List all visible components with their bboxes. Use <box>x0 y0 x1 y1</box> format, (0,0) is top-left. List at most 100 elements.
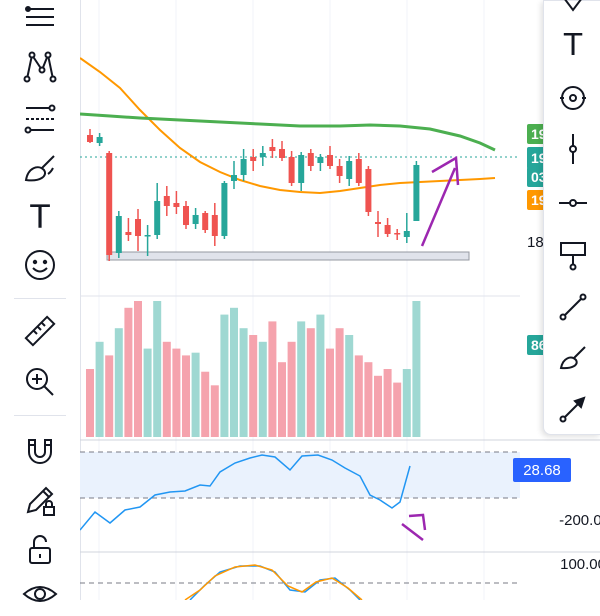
candle-body <box>413 165 420 221</box>
candle-body <box>192 215 199 224</box>
left-toolbar: T <box>0 0 81 602</box>
volume-bar <box>220 314 229 437</box>
text-icon[interactable]: T <box>550 23 596 67</box>
candle-body <box>355 159 362 183</box>
volume-bar <box>143 348 152 437</box>
volume-bar <box>124 307 133 437</box>
arrow-icon[interactable] <box>550 387 596 431</box>
candle-body <box>403 231 410 237</box>
volume-bar <box>114 328 123 437</box>
volume-bar <box>374 375 382 437</box>
support-zone-rect <box>106 251 470 261</box>
volume-bar <box>335 328 344 437</box>
brush-icon[interactable] <box>550 335 596 379</box>
horizontal-ray-icon[interactable] <box>550 181 596 225</box>
candle-body <box>365 169 372 212</box>
volume-bar <box>354 355 363 437</box>
volume-bar <box>172 348 181 437</box>
candle-body <box>336 166 343 176</box>
volume-bar <box>316 314 325 437</box>
volume-bar <box>306 328 315 437</box>
candle-body <box>317 157 324 163</box>
volume-bar <box>258 341 267 437</box>
signpost-icon[interactable] <box>550 233 596 277</box>
unlock-icon[interactable] <box>14 527 66 571</box>
anchored-note-icon[interactable] <box>550 76 596 120</box>
volume-bar <box>287 341 296 437</box>
candle-body <box>346 161 353 179</box>
candle-body <box>384 225 391 234</box>
candle-body <box>154 201 161 235</box>
brush-icon[interactable] <box>14 146 66 190</box>
arrow-marker-icon[interactable] <box>550 0 596 27</box>
volume-bar <box>239 328 248 437</box>
volume-bar <box>86 369 94 437</box>
volume-bar <box>326 348 334 437</box>
volume-bar <box>191 352 200 437</box>
ma-long-line <box>80 112 496 152</box>
ruler-icon[interactable] <box>14 309 66 353</box>
stoch-d-line <box>184 564 363 600</box>
text-tool-icon[interactable]: T <box>14 195 66 239</box>
candle-body <box>202 213 209 230</box>
toolbar-divider <box>14 415 66 416</box>
eye-icon[interactable] <box>14 572 66 616</box>
candle-body <box>115 216 122 253</box>
lock-drawing-icon[interactable] <box>14 478 66 522</box>
horizontal-lines-icon[interactable] <box>14 0 66 39</box>
candle-body <box>144 235 151 237</box>
candle-body <box>375 222 381 224</box>
magnet-icon[interactable] <box>14 428 66 472</box>
candle-body <box>288 157 295 183</box>
text-glyph: T <box>30 198 50 236</box>
emoji-icon[interactable] <box>14 243 66 287</box>
volume-bar <box>105 355 114 437</box>
volume-bar <box>364 362 373 437</box>
volume-bar <box>345 335 354 437</box>
volume-bar <box>268 321 277 437</box>
stoch-axis-label: 100.00 <box>560 556 600 573</box>
candle-body <box>394 233 401 235</box>
text-glyph: T <box>563 27 583 63</box>
chart-canvas[interactable] <box>80 0 600 600</box>
volume-bar <box>162 341 171 437</box>
candle-body <box>307 153 314 166</box>
toolbar-divider <box>14 298 66 299</box>
fib-retracement-icon[interactable] <box>14 97 66 141</box>
volume-bar <box>383 369 392 437</box>
candle-body <box>211 215 218 236</box>
candle-body <box>298 155 305 183</box>
candle-body <box>135 219 141 236</box>
volume-bar <box>134 301 142 437</box>
rsi-value-tag: 28.68 <box>513 458 571 482</box>
volume-bar <box>278 362 286 437</box>
volume-bar <box>412 301 421 437</box>
candle-body <box>96 137 103 143</box>
candle-body <box>259 153 266 157</box>
candle-body <box>250 157 257 161</box>
annotation-arrow-up <box>420 167 457 247</box>
volume-bar <box>402 369 411 437</box>
price-axis-label: 18 <box>527 234 544 251</box>
volume-bar <box>95 341 104 437</box>
annotation-arrow-rsi <box>401 523 424 541</box>
candle-body <box>269 147 276 151</box>
chart-area[interactable]: 204 200 184 176 19 19 03 19 18 86 28.68 … <box>80 0 600 600</box>
candle-body <box>163 196 170 206</box>
candle-body <box>87 135 93 142</box>
annotation-arrow-up-head <box>431 155 460 186</box>
volume-bar <box>297 321 306 437</box>
trend-line-icon[interactable] <box>550 285 596 329</box>
rsi-axis-label: -200.00 <box>559 512 600 529</box>
annotation-arrow-rsi-head <box>408 513 427 531</box>
candle-body <box>279 149 285 158</box>
candle-body <box>106 153 113 255</box>
volume-bar <box>153 301 162 437</box>
pattern-icon[interactable] <box>14 44 66 88</box>
candle-body <box>327 155 333 166</box>
vertical-line-icon[interactable] <box>550 127 596 171</box>
volume-bar <box>201 371 210 437</box>
volume-bar <box>182 355 190 437</box>
candle-body <box>221 183 228 236</box>
zoom-in-icon[interactable] <box>14 360 66 404</box>
